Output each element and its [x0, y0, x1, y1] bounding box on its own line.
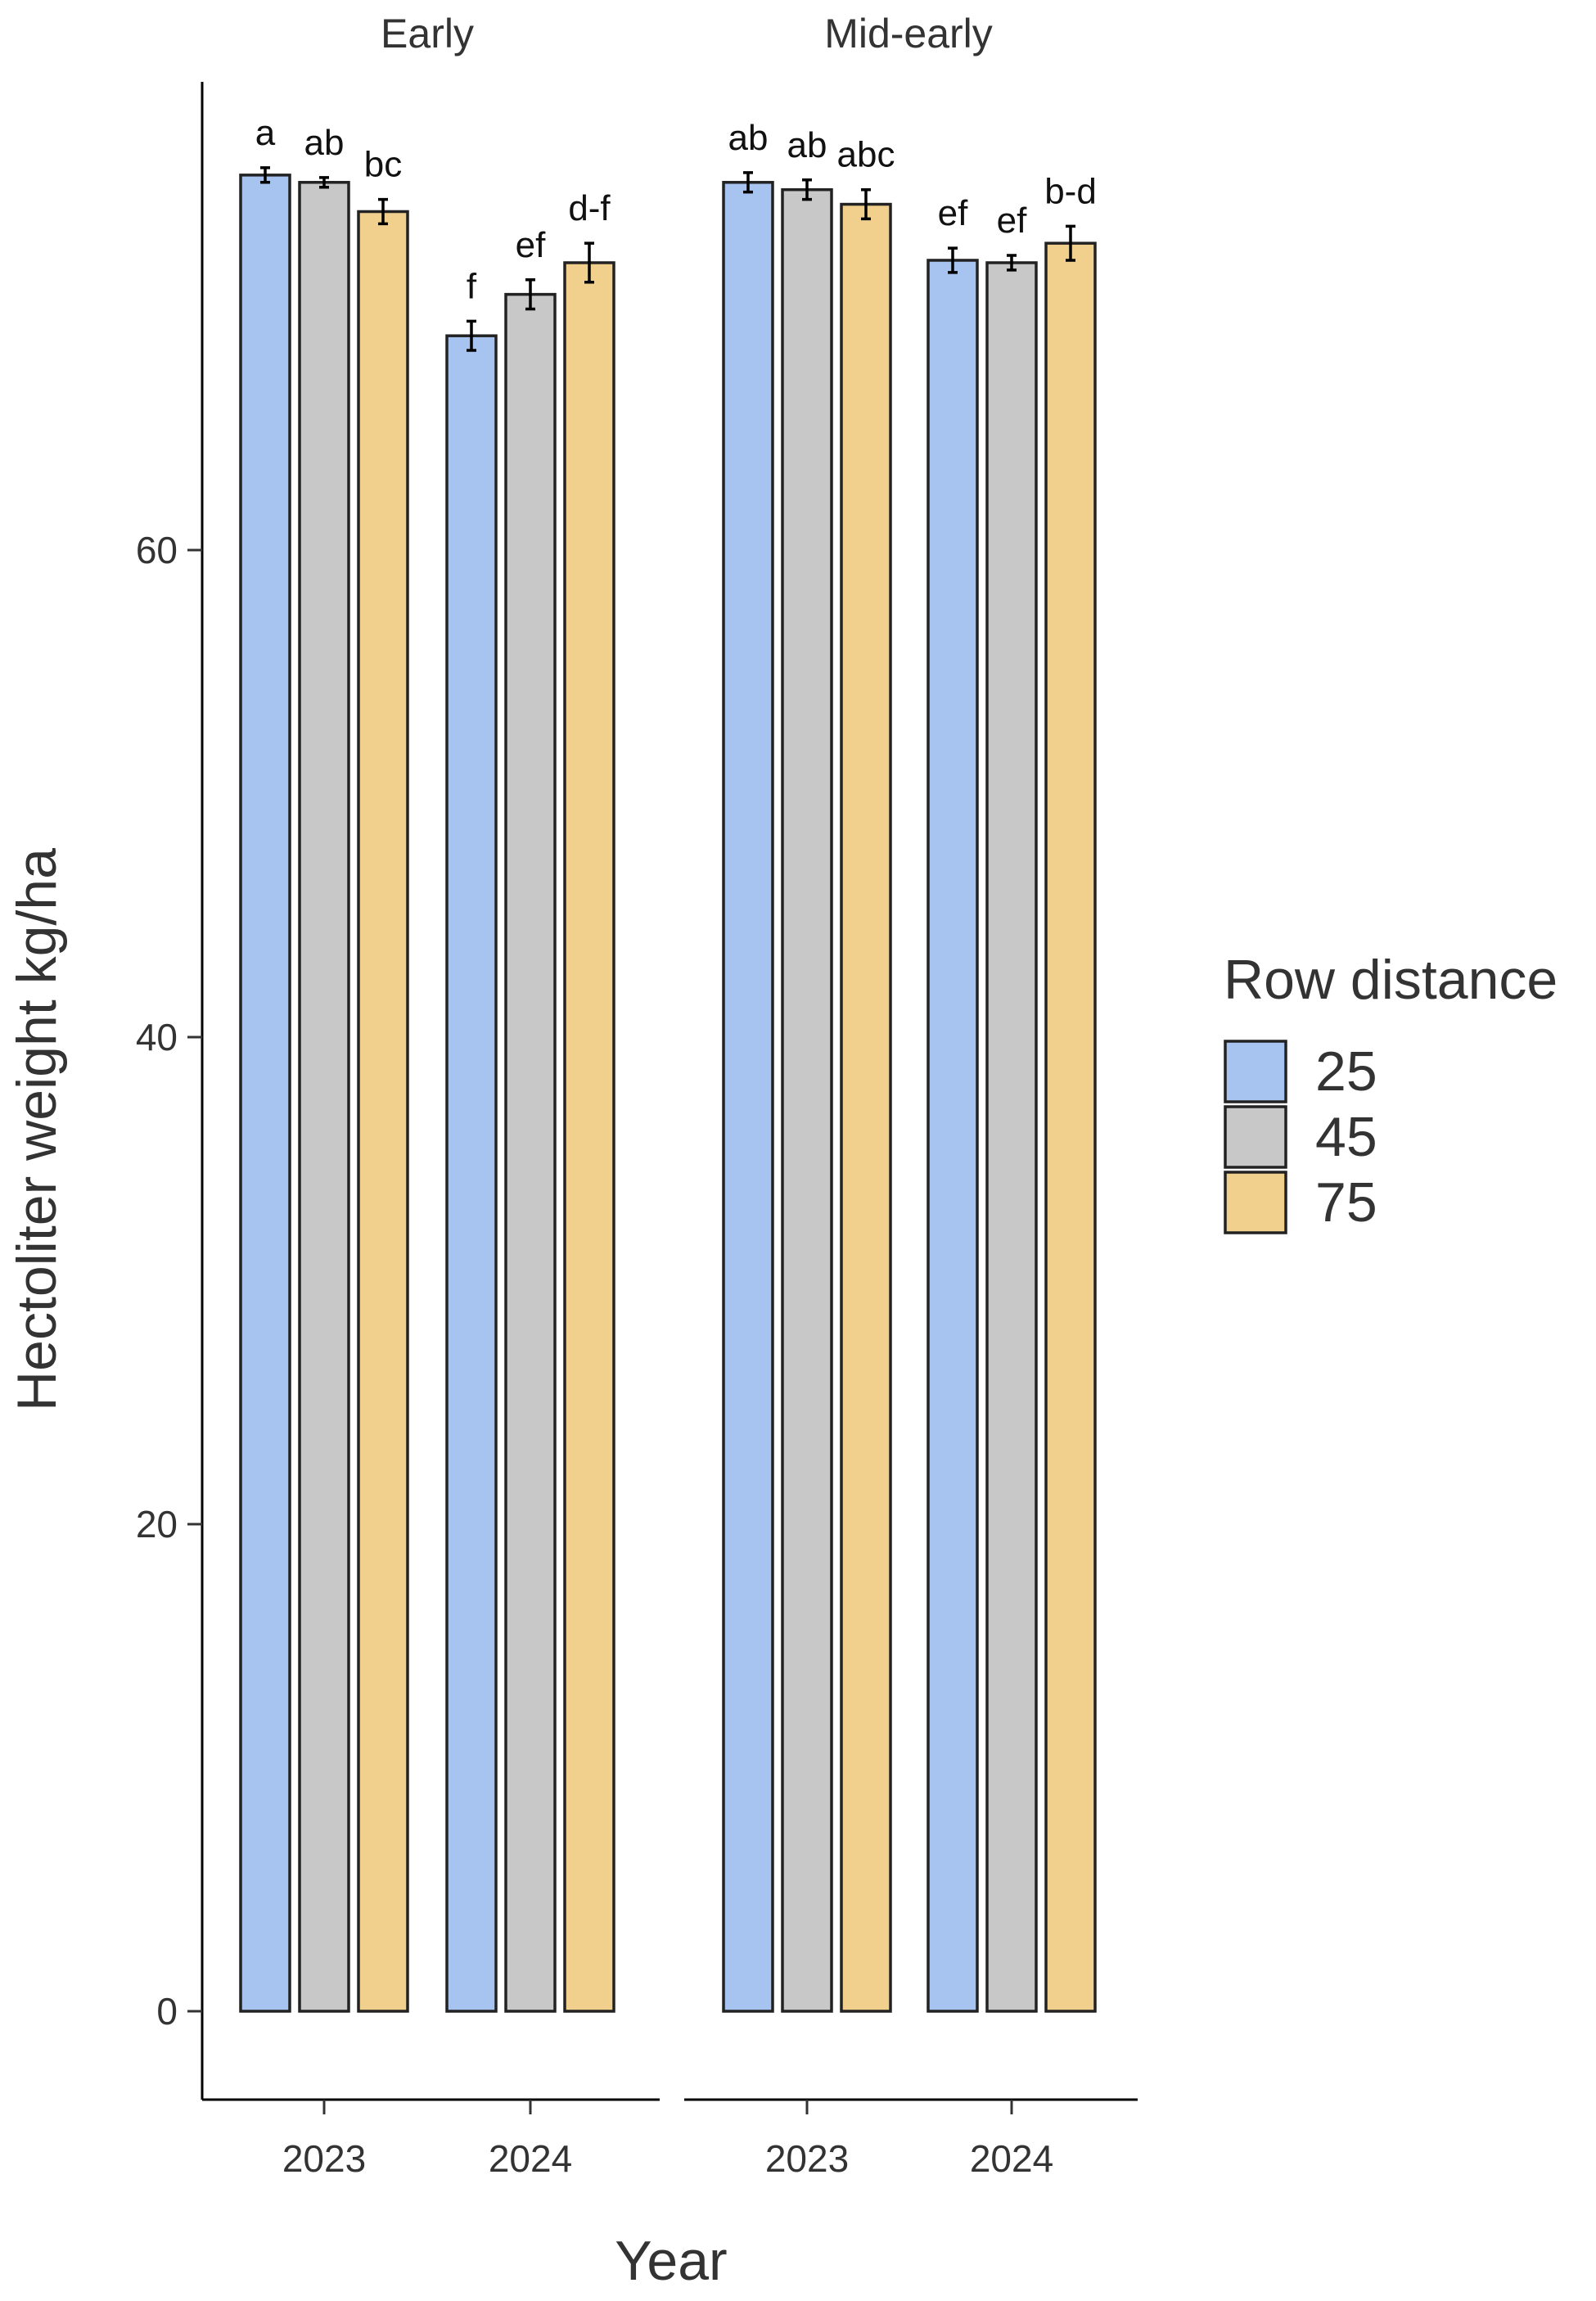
x-tick-label: 2023 [765, 2137, 849, 2180]
bar [985, 261, 1038, 2013]
y-axis: 0 20 40 60 [136, 82, 204, 2100]
bar [504, 292, 557, 2013]
legend-swatch [1224, 1105, 1287, 1169]
bar [926, 259, 979, 2013]
error-bar [260, 166, 270, 184]
bar [840, 202, 892, 2013]
significance-label: d-f [568, 188, 611, 228]
y-tick-label: 60 [136, 529, 178, 571]
panel-labels: Early Mid-early [381, 11, 993, 56]
error-bar [525, 278, 535, 311]
y-tick-label: 20 [136, 1503, 178, 1545]
bar [239, 174, 291, 2013]
legend-label: 45 [1315, 1106, 1377, 1168]
error-bar [861, 187, 871, 221]
y-tick-label: 40 [136, 1016, 178, 1058]
significance-label: ef [516, 225, 546, 265]
error-bar [1066, 224, 1075, 262]
legend-swatch [1224, 1040, 1287, 1103]
legend-title: Row distance [1224, 949, 1558, 1011]
y-tick-label: 0 [156, 1990, 178, 2033]
legend-label: 75 [1315, 1171, 1377, 1234]
x-tick-label: 2024 [489, 2137, 572, 2180]
significance-label: b-d [1044, 171, 1097, 211]
significance-label: f [467, 266, 477, 306]
legend-swatch [1224, 1171, 1287, 1234]
bar [298, 181, 350, 2013]
error-bar [948, 246, 958, 274]
significance-label: abc [837, 135, 895, 175]
x-tick-label: 2024 [970, 2137, 1053, 2180]
legend-label: 25 [1315, 1040, 1377, 1103]
significance-label: ab [787, 125, 827, 165]
x-axes: 2023 2024 2023 2024 [202, 2098, 1138, 2180]
x-axis-title: Year [615, 2230, 727, 2292]
bar [357, 210, 409, 2013]
significance-label: a [255, 113, 276, 153]
error-bar [802, 178, 812, 201]
error-bar [467, 319, 476, 352]
error-bar [378, 197, 388, 226]
panel-label: Mid-early [824, 11, 993, 56]
bar [722, 181, 774, 2013]
significance-label: ab [304, 123, 345, 163]
y-axis-title: Hectoliter weight kg/ha [6, 848, 68, 1411]
bar [781, 187, 833, 2013]
panel-label: Early [381, 11, 474, 56]
error-bar [743, 171, 753, 194]
error-bar [319, 176, 329, 189]
bar [563, 261, 615, 2013]
significance-label: ef [938, 193, 968, 233]
bar [445, 334, 498, 2013]
significance-label: ef [997, 201, 1027, 241]
error-bar [584, 241, 594, 284]
significance-label: ab [728, 118, 769, 158]
x-tick-label: 2023 [282, 2137, 366, 2180]
bar [1044, 241, 1097, 2013]
error-bar [1007, 254, 1017, 272]
significance-label: bc [364, 145, 402, 185]
